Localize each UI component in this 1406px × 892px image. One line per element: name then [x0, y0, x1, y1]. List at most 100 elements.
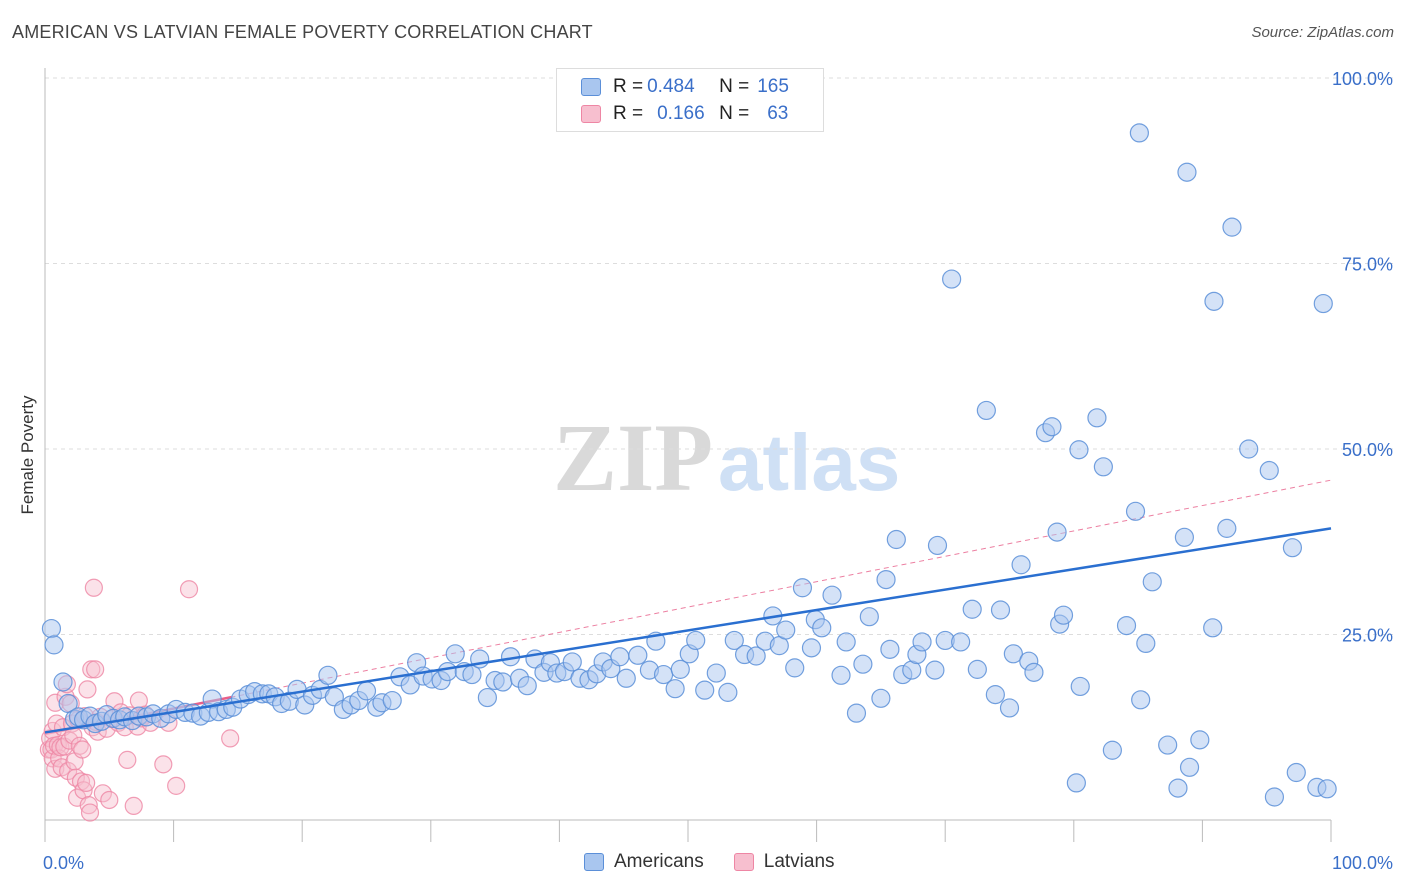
n-value: 63 [767, 103, 789, 124]
americans-point [670, 659, 690, 679]
americans-point [1204, 291, 1224, 311]
legend-label-americans: Americans [614, 851, 704, 872]
americans-point [942, 269, 962, 289]
americans-point [706, 663, 726, 683]
americans-point [871, 688, 891, 708]
legend-item-latvians: Latvians [733, 851, 835, 873]
n-label: N = [719, 76, 750, 97]
americans-point [990, 600, 1011, 620]
americans-point [1129, 123, 1149, 143]
chart-title: AMERICAN VS LATVIAN FEMALE POVERTY CORRE… [12, 22, 593, 42]
latvians-point [79, 796, 98, 815]
latvians-point [100, 790, 119, 810]
americans-point [1174, 527, 1194, 547]
americans-point [1313, 293, 1333, 314]
americans-point [792, 578, 813, 598]
x-tick-label: 100.0% [1332, 853, 1393, 873]
americans-point [836, 632, 856, 652]
americans-point [776, 620, 796, 640]
americans-point [724, 630, 744, 651]
americans-point [912, 632, 932, 652]
americans-swatch [581, 78, 601, 96]
axes [44, 68, 1332, 842]
americans-point [1136, 633, 1156, 654]
americans-point [1282, 538, 1303, 558]
americans-point [1222, 217, 1242, 237]
americans-trend-line [44, 527, 1332, 734]
r-label: R = [613, 76, 644, 97]
americans-point [853, 654, 873, 674]
r-label: R = [613, 103, 644, 124]
americans-legend-swatch [584, 853, 604, 871]
legend-row-americans: R = 0.484 N = 165 [581, 75, 789, 99]
americans-point [1264, 787, 1285, 807]
legend-row-latvians: R = 0.166 N = 63 [581, 102, 788, 126]
americans-point [1069, 440, 1089, 460]
americans-point [1070, 676, 1090, 697]
legend-label-latvians: Latvians [763, 851, 835, 872]
r-value: 0.484 [647, 76, 695, 97]
n-label: N = [719, 103, 750, 124]
americans-point [1102, 740, 1122, 760]
americans-point [41, 618, 62, 639]
americans-point [985, 685, 1005, 705]
americans-point [562, 652, 582, 672]
americans-point [1116, 615, 1137, 636]
americans-point [1093, 457, 1113, 477]
latvians-point [77, 773, 96, 793]
americans-point [1087, 408, 1107, 428]
grid-lines [45, 77, 1393, 635]
americans-point [686, 630, 706, 651]
americans-point [1217, 518, 1237, 538]
americans-point [831, 665, 851, 685]
x-tick-label: 0.0% [43, 853, 84, 873]
americans-point [846, 703, 867, 723]
americans-point [967, 659, 987, 679]
americans-point [1142, 572, 1162, 592]
americans-point [610, 647, 630, 667]
americans-point [665, 679, 685, 699]
americans-point [356, 681, 377, 701]
americans-point [437, 661, 458, 682]
americans-point [517, 676, 537, 696]
americans-point [801, 638, 822, 658]
americans-point [1317, 779, 1337, 799]
n-value: 165 [757, 76, 789, 97]
americans-point [1239, 439, 1259, 459]
latvians-point [78, 680, 97, 699]
latvians-point [154, 755, 173, 774]
americans-point [1168, 778, 1188, 798]
americans-point [1047, 522, 1067, 542]
americans-point [880, 639, 900, 659]
americans-point [382, 690, 402, 711]
americans-point [628, 645, 648, 665]
source-label: Source: ZipAtlas.com [1251, 24, 1394, 41]
americans-point [1011, 555, 1031, 575]
americans-point [718, 682, 738, 702]
americans-point [1131, 690, 1151, 710]
r-value: 0.166 [657, 103, 705, 124]
americans-point [927, 535, 948, 556]
latvians-point [48, 735, 67, 755]
watermark: ZIP atlas [553, 404, 900, 511]
latvians-point [93, 784, 112, 803]
americans-point [445, 644, 465, 664]
americans-point [876, 569, 896, 590]
y-tick-label: 50.0% [1342, 440, 1393, 460]
americans-point [746, 646, 766, 666]
americans-points [41, 123, 1337, 807]
correlation-legend: R = 0.484 N = 165 R = 0.166 N = 63 [556, 68, 824, 132]
americans-point [822, 585, 842, 605]
americans-point [1179, 757, 1200, 777]
latvians-point [84, 578, 103, 597]
americans-point [477, 687, 497, 708]
latvians-point [80, 803, 100, 822]
americans-point [616, 668, 636, 688]
americans-point [859, 607, 879, 627]
watermark-atlas: atlas [718, 418, 900, 507]
americans-point [951, 632, 971, 652]
americans-point [1053, 605, 1074, 625]
americans-point [886, 529, 906, 550]
y-tick-label: 25.0% [1342, 626, 1393, 646]
